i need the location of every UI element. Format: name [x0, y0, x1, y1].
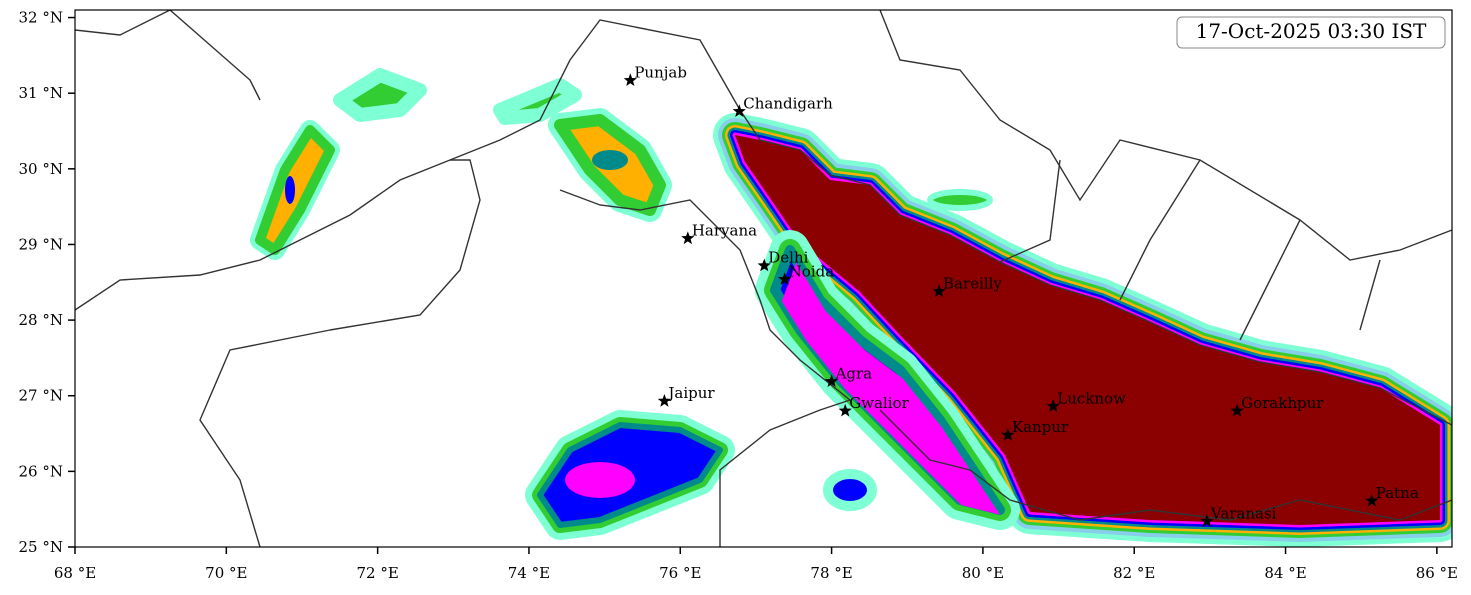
city-marker [838, 403, 852, 417]
city-label: Noida [789, 262, 835, 280]
axes-frame [74, 9, 1453, 548]
city-marker [681, 231, 695, 245]
city-label: Gorakhpur [1241, 394, 1324, 412]
city-label: Patna [1376, 484, 1419, 502]
x-tick-label: 72 °E [356, 564, 398, 582]
city-label: Lucknow [1057, 389, 1126, 407]
city-marker [757, 258, 771, 272]
annotations: 68 °E 70 °E 72 °E 74 °E 76 °E 78 °E 80 °E 82 °E… [19, 9, 1459, 582]
y-tick-label: 29 °N [19, 235, 63, 253]
city-label: Gwalior [849, 394, 909, 412]
y-tick-label: 30 °N [19, 160, 63, 178]
city-marker [657, 394, 671, 407]
city-label: Bareilly [943, 274, 1002, 292]
city-marker [1230, 403, 1244, 417]
city-label: Jaipur [666, 384, 715, 402]
city-marker [1200, 514, 1214, 527]
x-tick-label: 78 °E [810, 564, 852, 582]
city-marker [824, 374, 839, 387]
y-tick-label: 25 °N [19, 538, 63, 556]
x-tick-label: 74 °E [508, 564, 550, 582]
x-tick-label: 82 °E [1113, 564, 1155, 582]
y-tick-label: 27 °N [19, 387, 63, 405]
x-tick-label: 86 °E [1416, 564, 1458, 582]
city-label: Varanasi [1210, 504, 1277, 522]
precipitation-field [260, 75, 1440, 525]
city-marker [778, 272, 792, 285]
city-label: Agra [835, 364, 873, 382]
timestamp: 17-Oct-2025 03:30 IST [1196, 19, 1427, 43]
city-label: Haryana [692, 221, 757, 239]
y-tick-label: 26 °N [19, 462, 63, 480]
y-tick-label: 31 °N [19, 84, 63, 102]
x-tick-label: 76 °E [659, 564, 701, 582]
city-marker [1365, 493, 1379, 507]
city-marker [1001, 428, 1015, 441]
x-tick-label: 84 °E [1264, 564, 1306, 582]
city-marker [623, 73, 637, 86]
city-marker [1046, 399, 1060, 412]
timestamp-box [1176, 16, 1446, 49]
x-tick-label: 68 °E [54, 564, 96, 582]
city-marker [932, 284, 946, 297]
city-label: Delhi [768, 249, 808, 267]
y-tick-label: 32 °N [19, 9, 63, 27]
city-marker [732, 104, 746, 117]
city-label: Chandigarh [743, 94, 833, 112]
x-tick-label: 80 °E [962, 564, 1004, 582]
city-label: Kanpur [1012, 418, 1069, 436]
boundaries [75, 10, 1452, 547]
city-label: Punjab [634, 63, 687, 81]
x-tick-label: 70 °E [205, 564, 247, 582]
y-tick-label: 28 °N [19, 311, 63, 329]
